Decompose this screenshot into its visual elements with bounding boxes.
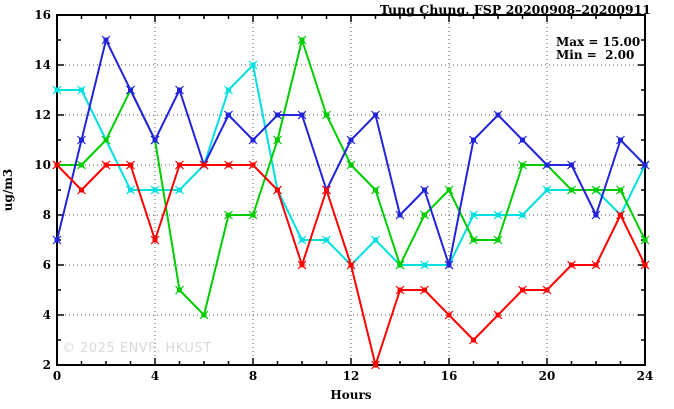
x-tick-label: 24 <box>636 369 654 383</box>
chart-title: Tung Chung, FSP 20200908–20200911 <box>379 2 651 17</box>
series-line-day-20200909-green <box>57 39 646 316</box>
max-min-annotation: Max = 15.00 Min = 2.00 <box>556 36 640 62</box>
plot-border <box>56 14 646 366</box>
x-tick-label: 4 <box>150 369 160 383</box>
markers-cross-day-20200911-red <box>52 160 650 370</box>
y-tick-label: 4 <box>42 308 51 322</box>
x-tick-label: 12 <box>342 369 360 383</box>
y-tick-label: 6 <box>42 258 51 272</box>
x-tick-label: 20 <box>538 369 556 383</box>
y-tick-label: 10 <box>34 158 51 172</box>
min-value-label: Min = 2.00 <box>556 48 635 62</box>
max-value-label: Max = 15.00 <box>556 35 641 49</box>
x-axis-label: Hours <box>330 388 372 402</box>
y-tick-label: 8 <box>42 208 51 222</box>
x-tick-label: 0 <box>52 369 62 383</box>
y-axis-label: ug/m3 <box>1 168 15 212</box>
x-tick-label: 16 <box>440 369 458 383</box>
watermark: © 2025 ENVF, HKUST <box>62 341 212 356</box>
markers-cross-day-20200910-blue <box>52 35 650 270</box>
y-tick-label: 12 <box>34 108 51 122</box>
y-tick-label: 16 <box>34 8 51 22</box>
y-tick-label: 2 <box>42 358 51 372</box>
x-tick-label: 8 <box>248 369 258 383</box>
y-tick-label: 14 <box>34 58 51 72</box>
